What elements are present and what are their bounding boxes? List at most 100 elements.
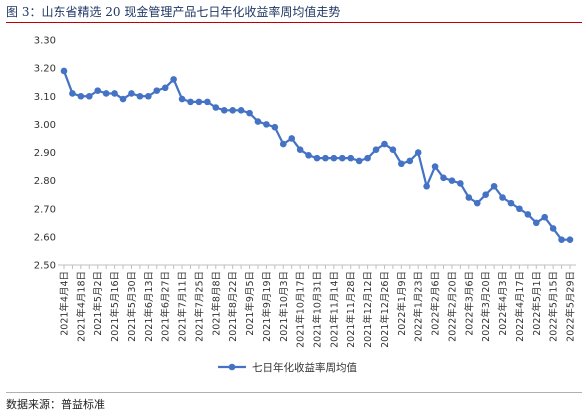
data-point xyxy=(69,90,76,97)
x-tick-label: 2022年3月20日 xyxy=(480,271,492,342)
data-point xyxy=(389,146,397,153)
data-point xyxy=(431,163,439,170)
data-point xyxy=(305,152,312,159)
x-tick-label: 2021年8月8日 xyxy=(210,271,222,336)
data-point xyxy=(381,140,388,148)
footer-divider xyxy=(6,392,582,393)
y-tick-label: 3.20 xyxy=(34,64,56,75)
data-point xyxy=(549,225,557,232)
data-point xyxy=(288,135,296,142)
data-point xyxy=(457,180,464,187)
data-point xyxy=(237,107,245,114)
x-tick-label: 2021年11月14日 xyxy=(328,271,340,348)
data-point xyxy=(440,174,447,182)
data-point xyxy=(448,177,456,184)
y-tick-label: 2.70 xyxy=(34,204,56,215)
x-tick-label: 2021年5月30日 xyxy=(126,271,138,342)
data-point xyxy=(355,157,363,165)
data-point xyxy=(482,191,489,198)
x-tick-label: 2022年1月9日 xyxy=(396,271,408,336)
x-tick-label: 2022年2月20日 xyxy=(446,271,458,342)
data-point xyxy=(77,92,85,100)
y-tick-label: 2.80 xyxy=(34,176,56,187)
data-point xyxy=(204,98,211,106)
x-tick-label: 2022年5月1日 xyxy=(531,271,543,336)
line-chart: 3.30 3.20 3.10 3.00 2.90 2.80 2.70 2.60 2.50 202… xyxy=(34,36,577,375)
data-point xyxy=(60,67,68,75)
x-tick-label: 2021年10月17日 xyxy=(295,271,307,348)
data-point xyxy=(465,194,473,201)
x-tick-label: 2021年7月25日 xyxy=(193,271,205,342)
x-tick-label: 2021年8月22日 xyxy=(227,271,239,342)
data-point xyxy=(178,95,186,103)
data-point xyxy=(220,107,228,114)
data-point xyxy=(102,90,110,97)
data-point xyxy=(507,199,515,207)
title-divider xyxy=(6,22,582,23)
data-point xyxy=(212,104,220,111)
x-tick-label: 2021年12月12日 xyxy=(362,271,374,348)
x-tick-label: 2021年4月18日 xyxy=(75,271,87,342)
x-tick-label: 2021年11月28日 xyxy=(345,271,357,348)
chart-title: 图 3：山东省精选 20 现金管理产品七日年化收益率周均值走势 xyxy=(6,5,341,19)
data-point xyxy=(406,157,414,165)
x-tick-label: 2022年5月15日 xyxy=(548,271,560,342)
legend-marker xyxy=(228,363,236,371)
x-tick-label: 2021年9月19日 xyxy=(261,271,273,342)
data-point xyxy=(136,92,144,100)
data-point xyxy=(94,87,102,94)
data-point xyxy=(296,146,304,153)
data-point xyxy=(372,146,380,153)
series-layer xyxy=(60,67,574,243)
data-point xyxy=(161,84,169,92)
x-tick-label: 2021年7月11日 xyxy=(177,271,189,342)
y-tick-label: 2.50 xyxy=(34,261,56,272)
y-tick-label: 2.60 xyxy=(34,232,56,243)
x-tick-label: 2022年5月29日 xyxy=(565,271,577,342)
data-point xyxy=(119,95,127,103)
x-tick-label: 2021年4月4日 xyxy=(59,271,71,336)
data-point xyxy=(347,154,355,162)
y-tick-label: 3.10 xyxy=(34,92,56,103)
data-point xyxy=(128,90,135,97)
data-point xyxy=(532,219,540,227)
x-tick-label: 2021年12月26日 xyxy=(379,271,391,348)
x-tick-label: 2021年5月16日 xyxy=(109,271,121,342)
y-tick-label: 3.30 xyxy=(34,36,56,47)
data-point xyxy=(111,90,118,97)
x-tick-label: 2022年3月6日 xyxy=(463,271,475,336)
data-point xyxy=(254,118,262,125)
y-tick-label: 3.00 xyxy=(34,120,56,131)
x-tick-label: 2021年5月2日 xyxy=(92,271,104,336)
x-tick-label: 2021年10月31日 xyxy=(312,271,324,348)
x-tick-label: 2022年1月23日 xyxy=(413,271,425,342)
data-point xyxy=(541,213,548,221)
data-point xyxy=(246,109,253,117)
data-point xyxy=(499,194,506,201)
data-point xyxy=(339,154,346,162)
data-point xyxy=(187,98,194,106)
data-source: 数据来源：普益标准 xyxy=(6,398,105,411)
x-tick-label: 2021年6月13日 xyxy=(143,271,155,342)
y-axis: 3.30 3.20 3.10 3.00 2.90 2.80 2.70 2.60 2.50 xyxy=(34,36,56,272)
x-tick-label: 2021年9月5日 xyxy=(244,271,256,336)
data-point xyxy=(263,121,270,128)
data-point xyxy=(330,154,338,162)
data-point xyxy=(414,149,422,156)
legend-label: 七日年化收益率周均值 xyxy=(252,361,357,374)
x-tick-label: 2022年2月6日 xyxy=(430,271,442,336)
data-point xyxy=(490,182,498,190)
x-tick-label: 2021年10月3日 xyxy=(278,271,290,342)
legend: 七日年化收益率周均值 xyxy=(218,361,357,374)
data-point xyxy=(271,123,279,131)
data-point xyxy=(473,199,481,207)
y-tick-label: 2.90 xyxy=(34,148,56,159)
data-point xyxy=(524,211,532,218)
data-point xyxy=(423,182,430,190)
data-point xyxy=(195,98,203,106)
data-point xyxy=(145,92,152,100)
data-point xyxy=(322,154,329,162)
data-point xyxy=(516,205,523,213)
x-tick-label: 2022年4月17日 xyxy=(514,271,526,342)
data-point xyxy=(398,160,405,168)
